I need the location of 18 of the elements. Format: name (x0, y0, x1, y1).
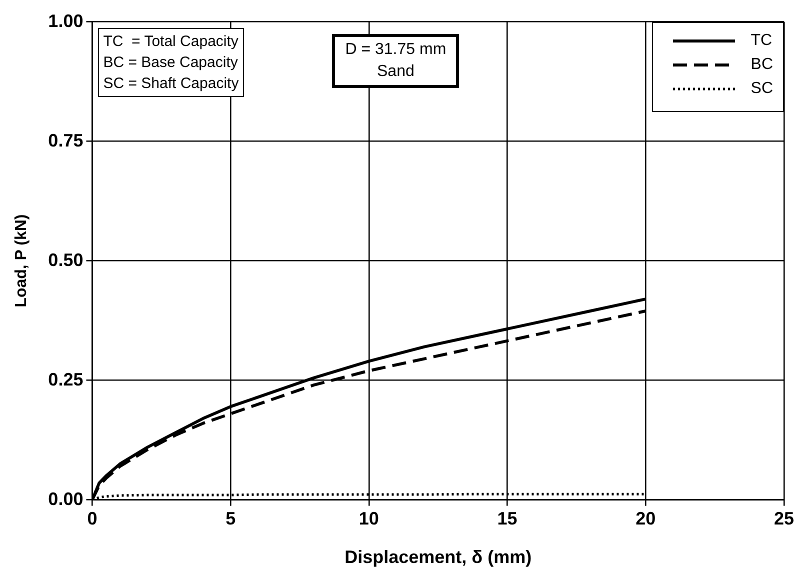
annotation: D = 31.75 mm Sand (332, 34, 460, 88)
y-tick-label: 0.25 (48, 369, 84, 390)
y-tick-label: 0.75 (48, 130, 84, 150)
x-tick-label: 10 (358, 508, 379, 529)
y-tick-label: 1.00 (48, 10, 84, 31)
legend-label: SC (750, 80, 773, 98)
legend-label: BC (750, 56, 773, 74)
x-axis-title: Displacement, δ (mm) (344, 547, 532, 568)
x-tick-label: 0 (87, 508, 98, 529)
legend-label: TC (750, 32, 772, 50)
x-tick-label: 5 (226, 508, 236, 529)
y-tick-label: 0.50 (48, 250, 84, 270)
x-tick-label: 20 (636, 508, 656, 529)
annotation: TC = Total Capacity BC = Base Capacity SC = Shaft Capacity (98, 28, 244, 97)
y-tick-label: 0.00 (48, 488, 84, 509)
x-tick-label: 15 (497, 508, 518, 529)
x-tick-label: 25 (774, 508, 794, 529)
y-axis-title: Load, P (kN) (13, 214, 30, 308)
